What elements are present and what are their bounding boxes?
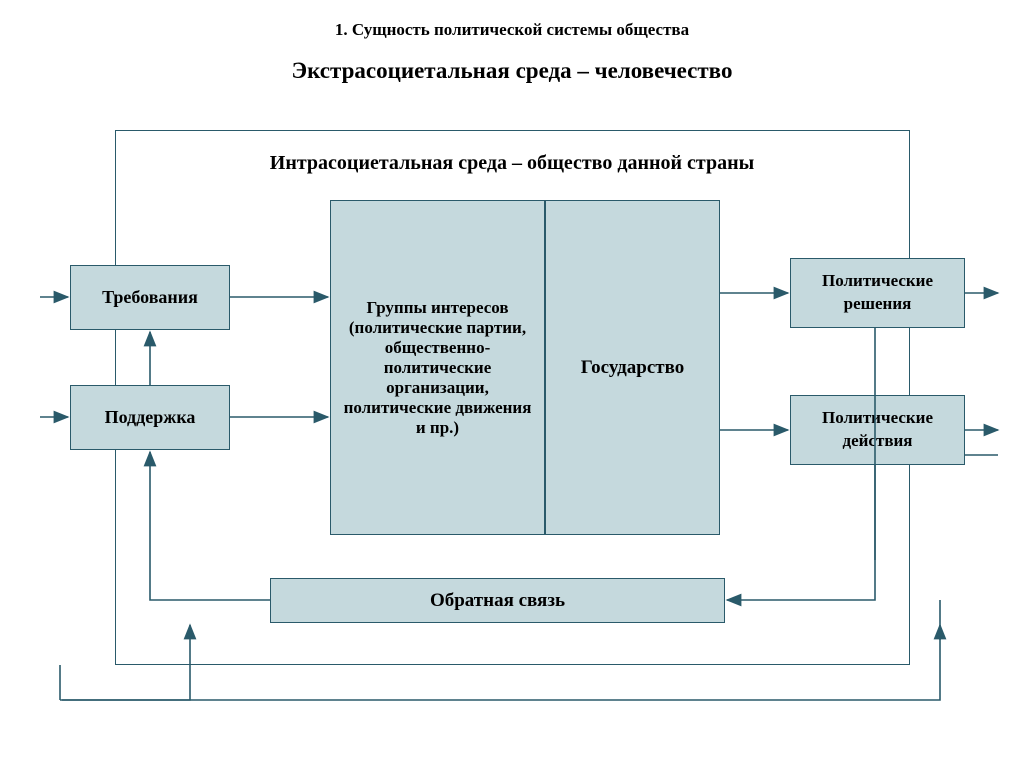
box-decisions: Политические решения xyxy=(790,258,965,328)
box-state-label: Государство xyxy=(581,357,684,379)
inner-title: Интрасоциетальная среда – общество данно… xyxy=(0,152,1024,175)
box-feedback: Обратная связь xyxy=(270,578,725,623)
box-demands: Требования xyxy=(70,265,230,330)
box-groups: Группы интересов (политические партии, о… xyxy=(330,200,545,535)
box-state: Государство xyxy=(545,200,720,535)
subtitle: Экстрасоциетальная среда – человечество xyxy=(0,58,1024,84)
box-support: Поддержка xyxy=(70,385,230,450)
page-title: 1. Сущность политической системы обществ… xyxy=(0,20,1024,40)
box-groups-label: Группы интересов (политические партии, о… xyxy=(331,290,544,446)
box-actions: Политические действия xyxy=(790,395,965,465)
